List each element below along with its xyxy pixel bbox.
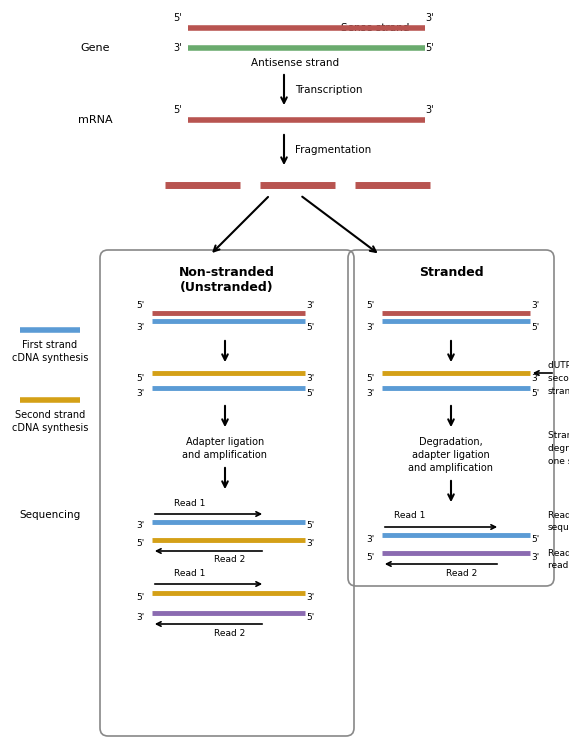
Text: 5': 5': [136, 539, 144, 548]
Text: 5': 5': [366, 373, 374, 382]
Text: 3': 3': [366, 535, 374, 544]
Text: 3': 3': [531, 301, 539, 310]
Text: 5': 5': [531, 322, 539, 331]
Text: Gene: Gene: [80, 43, 110, 53]
Text: second cDNA: second cDNA: [548, 373, 569, 382]
Text: Degradation,: Degradation,: [419, 437, 483, 447]
Text: 3': 3': [531, 553, 539, 562]
Text: strand: strand: [548, 387, 569, 396]
Text: Read 1: Read 1: [394, 512, 426, 521]
Text: 5': 5': [174, 13, 183, 23]
Text: Read 2: Read 2: [215, 556, 246, 565]
Text: 5': 5': [306, 388, 314, 397]
Text: degraded and only: degraded and only: [548, 444, 569, 453]
Text: and amplification: and amplification: [183, 450, 267, 460]
Text: 3': 3': [306, 592, 314, 601]
Text: 3': 3': [174, 43, 182, 53]
Text: Non-stranded: Non-stranded: [179, 266, 275, 278]
Text: First strand: First strand: [22, 340, 77, 350]
Text: Read 2: Read 2: [215, 628, 246, 637]
Text: Sense strand: Sense strand: [341, 23, 409, 33]
Text: 5': 5': [531, 535, 539, 544]
Text: Fragmentation: Fragmentation: [295, 145, 371, 155]
Text: Read 1: Read 1: [174, 498, 205, 507]
Text: 3': 3': [306, 539, 314, 548]
Text: 5': 5': [426, 43, 434, 53]
Text: and amplification: and amplification: [409, 463, 493, 473]
Text: 5': 5': [136, 301, 144, 310]
Text: cDNA synthesis: cDNA synthesis: [12, 353, 88, 363]
Text: Second strand: Second strand: [15, 410, 85, 420]
Text: Transcription: Transcription: [295, 85, 362, 95]
Text: 5': 5': [306, 613, 314, 622]
Text: read sequenced: read sequenced: [548, 562, 569, 571]
Text: mRNA: mRNA: [78, 115, 112, 125]
Text: Read 1: Read 1: [174, 568, 205, 577]
Text: 3': 3': [306, 301, 314, 310]
Text: 3': 3': [366, 388, 374, 397]
Text: Read 2: Read 2: [446, 568, 477, 577]
Text: 5': 5': [306, 322, 314, 331]
Text: 5': 5': [136, 592, 144, 601]
Text: one strand survives: one strand survives: [548, 456, 569, 465]
Text: 3': 3': [531, 373, 539, 382]
Text: 3': 3': [136, 613, 144, 622]
Text: 5': 5': [366, 553, 374, 562]
Text: sequenced: sequenced: [548, 524, 569, 533]
Text: 3': 3': [136, 521, 144, 530]
Text: dUTP added in: dUTP added in: [548, 361, 569, 370]
Text: 3': 3': [306, 373, 314, 382]
Text: 3': 3': [426, 105, 434, 115]
Text: 3': 3': [136, 322, 144, 331]
Text: 5': 5': [306, 521, 314, 530]
Text: Read 1: First read: Read 1: First read: [548, 510, 569, 520]
Text: Strand containing U: Strand containing U: [548, 431, 569, 440]
Text: Sequencing: Sequencing: [19, 510, 81, 520]
Text: (Unstranded): (Unstranded): [180, 280, 274, 293]
Text: 5': 5': [136, 373, 144, 382]
Text: Adapter ligation: Adapter ligation: [186, 437, 264, 447]
Text: cDNA synthesis: cDNA synthesis: [12, 423, 88, 433]
Text: Read 2: Second: Read 2: Second: [548, 548, 569, 557]
Text: adapter ligation: adapter ligation: [412, 450, 490, 460]
Text: 5': 5': [531, 388, 539, 397]
Text: Antisense strand: Antisense strand: [251, 58, 339, 68]
Text: 5': 5': [366, 301, 374, 310]
Text: 3': 3': [426, 13, 434, 23]
Text: 3': 3': [366, 322, 374, 331]
Text: Stranded: Stranded: [419, 266, 483, 278]
Text: 3': 3': [136, 388, 144, 397]
Text: 5': 5': [174, 105, 183, 115]
